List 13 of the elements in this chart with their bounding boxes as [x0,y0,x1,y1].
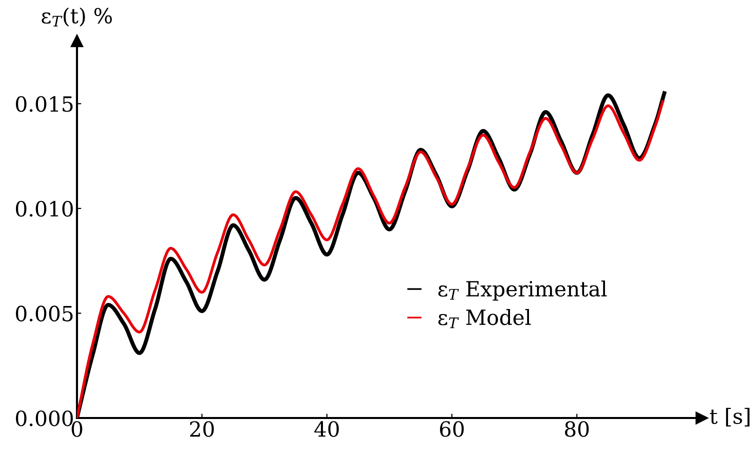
y-tick-label: 0.000 [16,410,73,426]
x-tick-label: 20 [190,421,214,437]
x-tick-label: 60 [440,421,464,437]
x-tick-label: 80 [564,421,589,437]
y-tick-label: 0.005 [16,306,73,322]
legend-label: ε$_{T}$ Experimental [438,280,607,301]
y-axis-title: ε$_{T}$(t) % [42,7,112,27]
y-tick-label: 0.010 [16,200,73,217]
x-tick-label: 40 [314,421,339,437]
x-axis-title: t [s] [710,408,750,427]
y-tick-label: 0.015 [16,96,73,112]
x-tick-label: 0 [72,421,82,437]
legend-label: ε$_{T}$ Model [438,309,531,328]
